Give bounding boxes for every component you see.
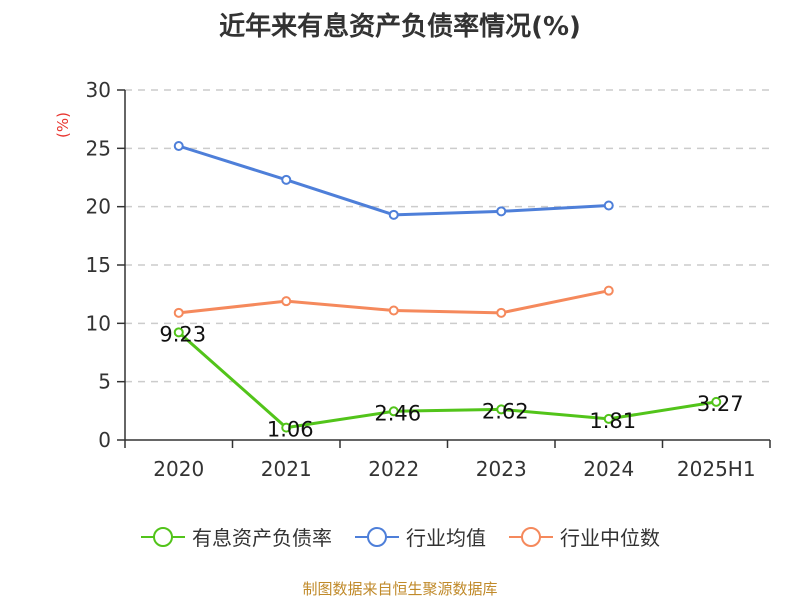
source-note: 制图数据来自恒生聚源数据库 (302, 580, 498, 598)
chart-title: 近年来有息资产负债率情况(%) (219, 12, 581, 42)
series-layer (173, 141, 722, 433)
x-tick-label: 2024 (583, 457, 634, 481)
y-tick-label: 5 (98, 370, 111, 394)
data-point (711, 396, 722, 407)
y-tick-label: 0 (98, 428, 111, 452)
data-point (388, 209, 399, 220)
data-point (173, 141, 184, 151)
legend-label-industry-median: 行业中位数 (560, 526, 660, 550)
data-label: 2.46 (374, 401, 421, 425)
y-tick-label: 30 (86, 78, 111, 102)
data-label-layer: 9.23 1.06 2.46 2.62 1.81 3.27 (159, 322, 743, 441)
axis-layer: 0 5 10 15 20 25 30 (%) 2020 2021 2022 2023 2024 2025H… (54, 78, 771, 481)
data-point (173, 327, 184, 338)
legend-label-debt-ratio: 有息资产负债率 (192, 526, 332, 550)
data-point (496, 404, 507, 415)
data-point (281, 296, 292, 307)
data-label: 1.06 (267, 418, 314, 442)
legend-item-industry-mean[interactable]: 行业均值 (354, 522, 486, 551)
series-line (178, 144, 609, 217)
legend-item-debt-ratio[interactable]: 有息资产负债率 (140, 522, 332, 551)
data-label: 3.27 (697, 392, 744, 416)
legend: 有息资产负债率 行业均值 行业中位数 (0, 522, 800, 551)
legend-circle-debt-ratio (153, 526, 173, 547)
data-point (603, 200, 614, 211)
data-label: 2.62 (482, 399, 529, 423)
data-point (496, 206, 507, 217)
legend-item-industry-median[interactable]: 行业中位数 (508, 522, 660, 551)
series-line (177, 331, 717, 430)
legend-marker-debt-ratio (141, 526, 185, 547)
legend-circle-industry-mean (367, 526, 387, 547)
legend-circle-industry-median (521, 526, 541, 547)
data-point (496, 307, 507, 318)
data-label: 1.81 (589, 409, 636, 433)
x-tick-label: 2025H1 (677, 457, 756, 481)
legend-marker-industry-mean (355, 526, 399, 547)
data-point (388, 305, 399, 316)
y-tick-label: 10 (86, 311, 111, 335)
legend-marker-industry-median (509, 526, 553, 547)
data-label: 9.23 (159, 322, 206, 346)
data-point (388, 406, 399, 417)
x-tick-label: 2023 (476, 457, 527, 481)
data-point (281, 422, 292, 433)
x-tick-label: 2020 (153, 457, 204, 481)
x-tick-label: 2022 (368, 457, 419, 481)
grid-layer (125, 89, 770, 383)
y-axis-label: (%) (54, 112, 72, 138)
data-point (173, 307, 184, 318)
y-tick-label: 20 (86, 195, 111, 219)
y-tick-label: 15 (86, 253, 111, 277)
data-point (603, 413, 614, 424)
y-tick-label: 25 (86, 136, 111, 160)
data-point (603, 285, 614, 296)
x-tick-label: 2021 (261, 457, 312, 481)
data-point (281, 174, 292, 185)
legend-label-industry-mean: 行业均值 (406, 526, 486, 550)
